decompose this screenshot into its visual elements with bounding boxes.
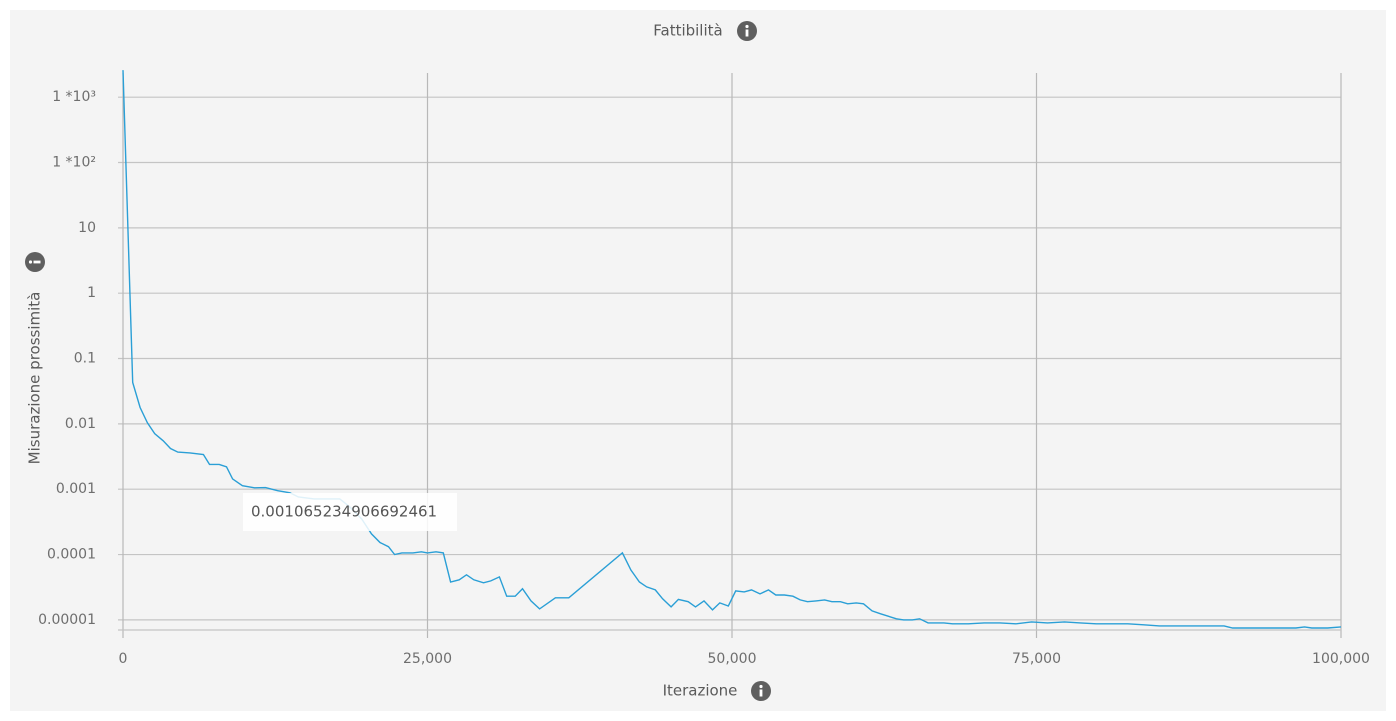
y-tick-label: 1 *10³ xyxy=(52,89,96,105)
info-icon[interactable] xyxy=(25,252,45,272)
x-tick-label: 25,000 xyxy=(403,651,452,667)
panel xyxy=(10,10,1386,711)
x-tick-label: 100,000 xyxy=(1312,651,1370,667)
chart-title: Fattibilità xyxy=(653,22,722,40)
info-icon[interactable] xyxy=(751,681,771,701)
x-tick-label: 75,000 xyxy=(1012,651,1061,667)
tooltip-box xyxy=(243,493,457,531)
y-tick-label: 0.0001 xyxy=(47,547,96,563)
plot-area: 1 *10³ 1 *10² 10 1 0.1 0.01 0.001 0.0001 0.00001… xyxy=(38,70,1370,667)
y-tick-label: 0.00001 xyxy=(38,612,96,628)
y-tick-label: 0.001 xyxy=(56,481,96,497)
x-tick-label: 0 xyxy=(119,651,128,667)
y-tick-label: 10 xyxy=(78,220,96,236)
y-tick-label: 0.1 xyxy=(74,351,96,367)
y-tick-label: 0.01 xyxy=(65,416,96,432)
y-tick-label: 1 xyxy=(87,285,96,301)
x-axis-label: Iterazione xyxy=(663,682,738,700)
y-tick-label: 1 *10² xyxy=(52,155,96,171)
info-icon[interactable] xyxy=(737,21,757,41)
y-axis-label: Misurazione prossimità xyxy=(26,292,44,465)
tooltip-text: 0.001065234906692461 xyxy=(251,503,437,521)
x-tick-label: 50,000 xyxy=(708,651,757,667)
